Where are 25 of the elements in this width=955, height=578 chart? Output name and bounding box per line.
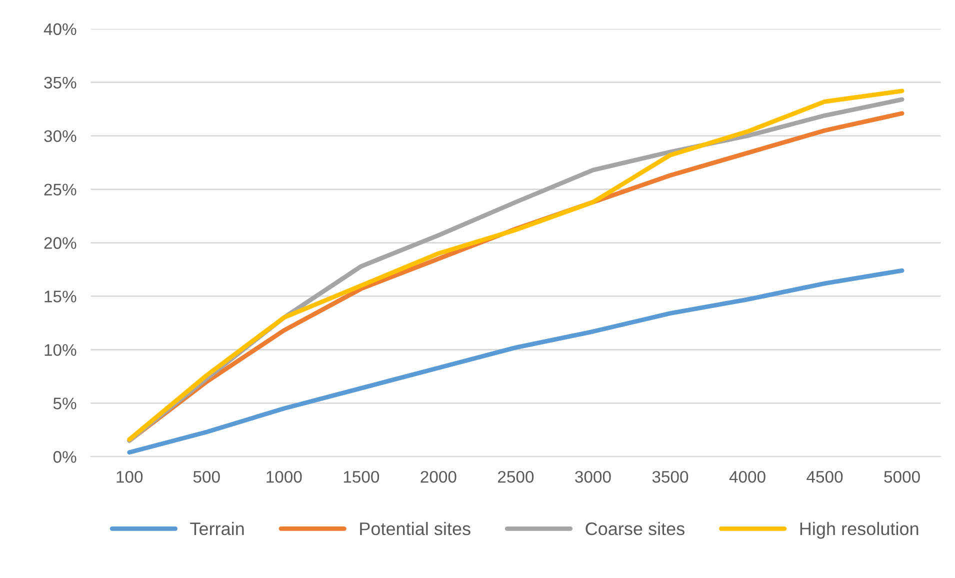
y-tick-label: 10% xyxy=(44,344,76,356)
y-tick-label: 0% xyxy=(53,451,76,463)
x-tick-label: 2500 xyxy=(498,470,534,483)
line-series xyxy=(127,268,904,455)
x-tick-label: 500 xyxy=(193,470,220,483)
y-tick-label: 25% xyxy=(44,184,76,196)
x-tick-label: 1500 xyxy=(344,470,380,483)
x-tick-label: 1000 xyxy=(266,470,302,483)
y-tick-label: 35% xyxy=(44,76,76,89)
y-tick-label: 40% xyxy=(44,23,76,36)
y-tick-label: 15% xyxy=(44,290,76,302)
x-tick-label: 2000 xyxy=(420,470,456,483)
legend-label: High resolution xyxy=(800,522,918,539)
legend-label: Potential sites xyxy=(360,522,470,536)
x-tick-label: 5000 xyxy=(884,470,920,483)
y-tick-label: 20% xyxy=(44,237,76,249)
y-tick-label: 30% xyxy=(44,130,76,142)
legend-label: Terrain xyxy=(190,522,244,536)
x-tick-label: 4000 xyxy=(729,470,766,483)
y-tick-label: 5% xyxy=(53,398,76,410)
x-tick-label: 3000 xyxy=(575,470,611,483)
legend-label: Coarse sites xyxy=(586,522,684,536)
x-tick-label: 3500 xyxy=(652,470,688,483)
x-tick-label: 4500 xyxy=(806,470,843,483)
x-tick-label: 100 xyxy=(116,470,143,483)
